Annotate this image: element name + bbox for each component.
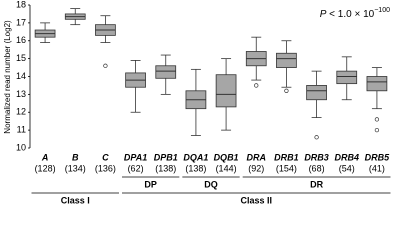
y-tick-label: 12 <box>16 107 26 117</box>
outlier <box>314 135 319 140</box>
x-count-label: (41) <box>369 163 385 173</box>
x-count-label: (138) <box>185 163 206 173</box>
y-tick-label: 15 <box>16 53 26 63</box>
box <box>276 52 297 68</box>
chart: Normalized read number (Log2) P < 1.0 × … <box>3 0 391 205</box>
x-count-label: (136) <box>95 163 116 173</box>
x-count-label: (54) <box>339 163 355 173</box>
x-tick-label: DQA1 <box>183 152 208 162</box>
x-count-label: (134) <box>65 163 86 173</box>
x-tick-label: DRB3 <box>304 152 329 162</box>
box <box>306 85 327 101</box>
group-label: DQ <box>204 179 218 189</box>
y-tick-label: 11 <box>17 125 26 135</box>
group-label: DP <box>144 179 157 189</box>
x-tick-label: DPB1 <box>154 152 178 162</box>
x-tick-label: B <box>72 152 79 162</box>
outlier <box>103 63 108 68</box>
x-tick-label: A <box>41 152 49 162</box>
outlier <box>374 117 380 122</box>
y-axis-label: Normalized read number (Log2) <box>3 20 12 134</box>
class-label: Class II <box>240 195 272 205</box>
x-count-label: (144) <box>216 163 237 173</box>
x-count-label: (128) <box>35 163 56 173</box>
group-label: DR <box>310 179 323 189</box>
x-tick-label: DRB1 <box>274 152 299 162</box>
outlier <box>284 88 289 93</box>
y-tick-label: 10 <box>16 142 26 152</box>
y-tick-label: 16 <box>16 35 26 45</box>
box <box>366 76 388 92</box>
x-tick-label: DRB4 <box>334 152 359 162</box>
annotation-p: P <box>320 9 327 20</box>
x-tick-label: DRA <box>247 152 267 162</box>
annotation-exponent: −100 <box>374 7 390 14</box>
annotation-text: < 1.0 × 10 <box>326 9 374 20</box>
outlier <box>374 127 380 133</box>
y-tick-label: 18 <box>16 0 26 9</box>
annotation: P < 1.0 × 10−100 <box>320 7 390 20</box>
outlier <box>254 83 259 88</box>
y-tick-label: 17 <box>16 17 26 27</box>
box <box>336 70 358 85</box>
x-tick-label: DQB1 <box>214 152 239 162</box>
class-label: Class I <box>61 195 90 205</box>
box <box>215 74 237 108</box>
x-count-label: (154) <box>276 163 297 173</box>
x-count-label: (68) <box>309 163 325 173</box>
x-count-label: (62) <box>128 163 144 173</box>
x-tick-label: C <box>102 152 109 162</box>
x-count-label: (92) <box>248 163 264 173</box>
box <box>155 65 177 79</box>
x-count-label: (138) <box>155 163 176 173</box>
y-tick-label: 14 <box>16 71 26 81</box>
x-tick-label: DPA1 <box>124 152 147 162</box>
y-tick-label: 13 <box>16 89 26 99</box>
x-tick-label: DRB5 <box>365 152 390 162</box>
